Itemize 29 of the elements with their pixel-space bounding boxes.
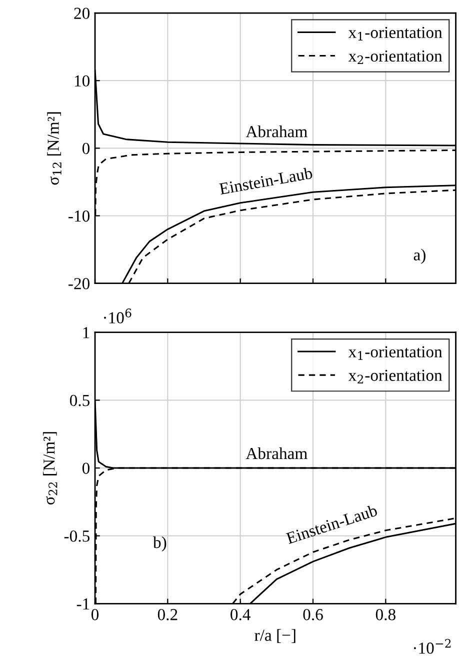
annotation: Einstein-Laub (218, 166, 313, 195)
y-tick-label: 0 (82, 462, 90, 474)
legend-label: x$_{2}$-orientation (348, 50, 442, 64)
y-axis-title: σ$_{22}$ [N/m²] (42, 432, 58, 505)
text: ·10$^{−2}$ (414, 638, 451, 654)
legend-label: x$_{1}$-orientation (348, 26, 442, 41)
y-tick-label: -10 (68, 210, 90, 222)
y-tick-label: -1 (76, 598, 90, 610)
x-tick-label: 0.4 (230, 608, 250, 620)
annotation: Abraham (246, 447, 308, 460)
y-axis-title: σ$_{12}$ [N/m²] (47, 112, 62, 185)
text: ·10$^{6}$ (104, 308, 132, 324)
y-tick-label: 20 (74, 8, 90, 19)
legend-label: x$_{2}$-orientation (348, 370, 442, 384)
y-tick-label: -20 (68, 278, 90, 290)
annotation: a) (414, 248, 426, 264)
x-tick-label: 0 (91, 608, 99, 620)
x-tick-label: 0.2 (158, 608, 178, 620)
y-tick-label: 0 (82, 142, 90, 154)
x-tick-label: 0.8 (376, 608, 396, 620)
legend-label: x$_{1}$-orientation (348, 346, 442, 360)
y-tick-label: 0.5 (70, 394, 90, 406)
y-tick-label: -0.5 (64, 530, 90, 542)
y-tick-label: 10 (74, 75, 90, 87)
y-tick-label: 1 (83, 327, 90, 338)
x-tick-label: 0.6 (303, 608, 323, 620)
annotation: Abraham (246, 126, 308, 138)
annotation: b) (153, 536, 166, 552)
x-axis-title: r/a [−] (254, 629, 296, 643)
